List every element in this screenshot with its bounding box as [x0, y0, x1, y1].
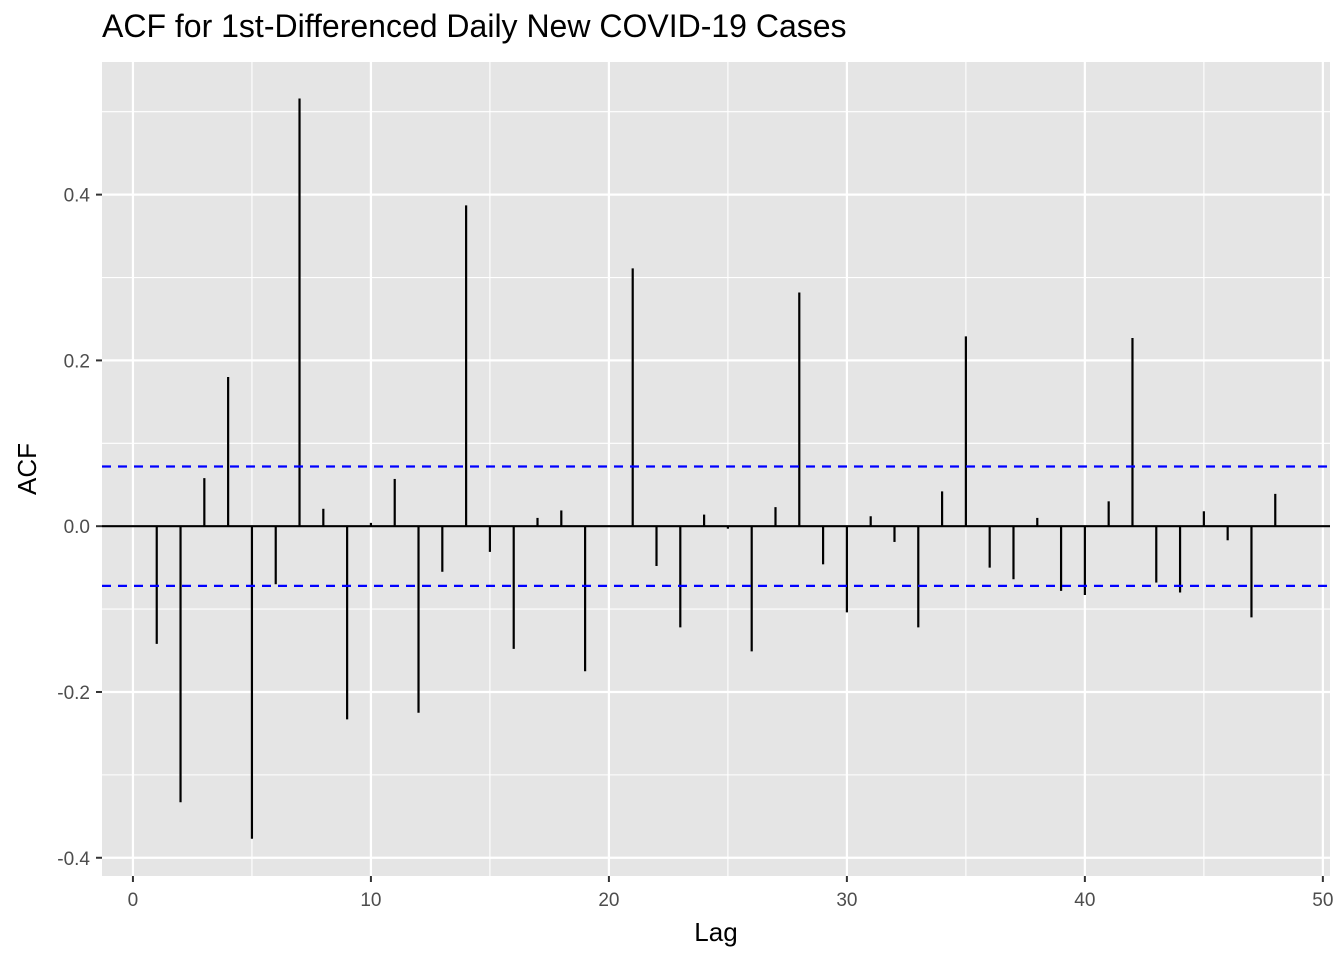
y-tick-label: 0.4: [64, 186, 91, 207]
y-axis-title: ACF: [12, 443, 42, 495]
y-tick-label: 0.2: [64, 351, 90, 372]
chart-title: ACF for 1st-Differenced Daily New COVID-…: [102, 8, 847, 44]
x-tick-label: 10: [360, 890, 381, 911]
plot-panel: [102, 62, 1330, 876]
x-axis-title: Lag: [694, 917, 737, 947]
minor-gridlines: [102, 62, 1330, 876]
y-tick-label: -0.2: [57, 683, 90, 704]
y-tick-label: -0.4: [57, 849, 90, 870]
confidence-bounds: [102, 465, 1330, 587]
x-tick-label: 50: [1312, 890, 1333, 911]
x-tick-label: 0: [128, 890, 139, 911]
x-tick-label: 40: [1074, 890, 1095, 911]
x-tick-label: 20: [598, 890, 619, 911]
y-tick-label: 0.0: [64, 517, 90, 538]
x-axis: 0 10 20 30 40 50: [128, 876, 1333, 911]
x-tick-label: 30: [836, 890, 857, 911]
y-axis: -0.4 -0.2 0.0 0.2 0.4: [57, 186, 102, 870]
